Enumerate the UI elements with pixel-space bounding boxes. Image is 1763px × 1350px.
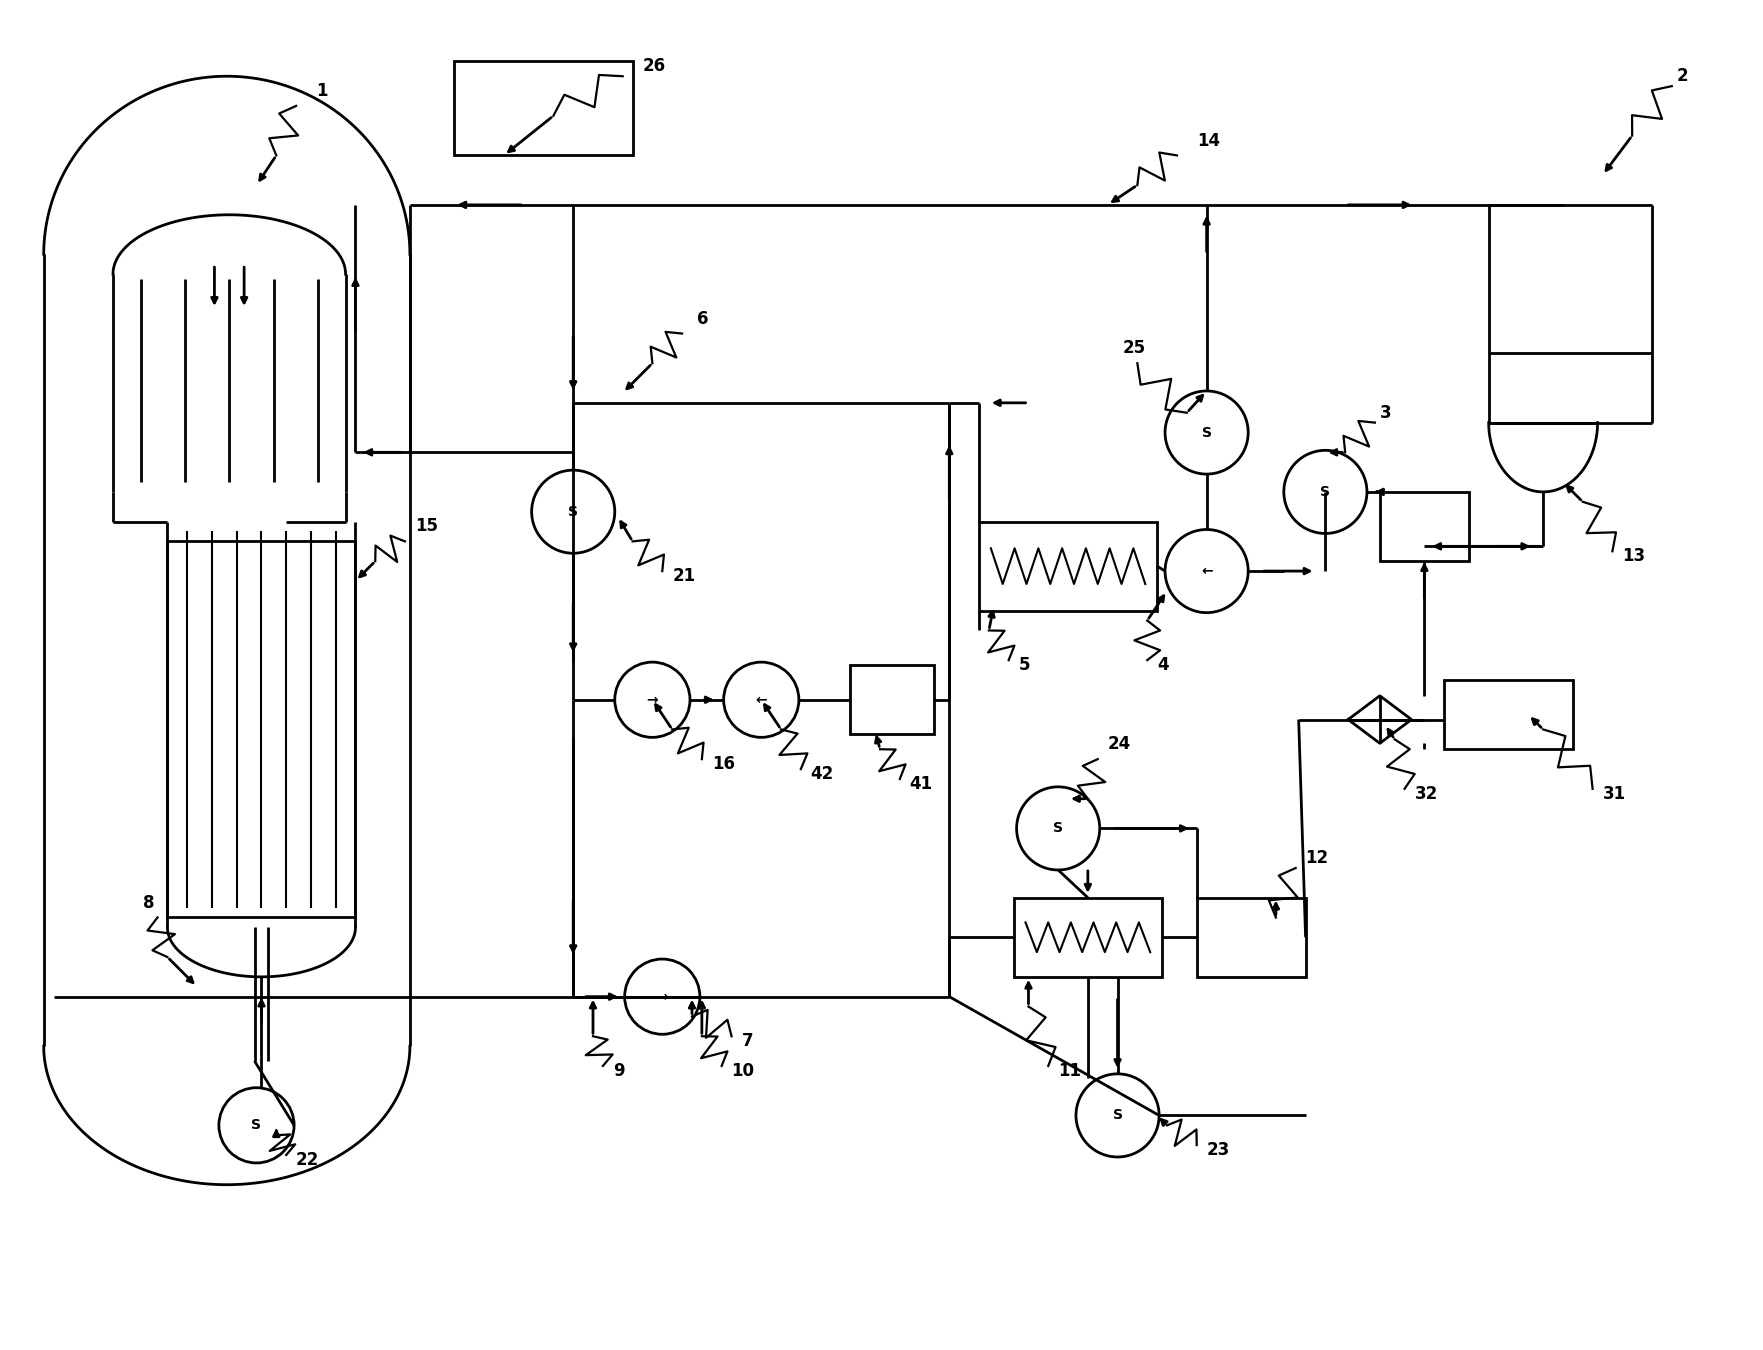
Text: 26: 26 — [642, 57, 666, 76]
Text: →: → — [647, 693, 658, 707]
Text: 8: 8 — [143, 894, 153, 911]
Text: 21: 21 — [672, 567, 695, 585]
Text: 5: 5 — [1019, 656, 1030, 674]
Text: 15: 15 — [414, 517, 437, 536]
Text: 32: 32 — [1414, 784, 1437, 803]
Text: 6: 6 — [696, 309, 709, 328]
Bar — [978, 521, 1157, 610]
Text: 14: 14 — [1197, 131, 1220, 150]
Bar — [1380, 491, 1469, 562]
Text: S: S — [1112, 1108, 1123, 1122]
Text: ←: ← — [755, 693, 767, 707]
Text: S: S — [1320, 485, 1331, 500]
Text: S: S — [1053, 821, 1063, 836]
Bar — [455, 61, 633, 155]
Text: 41: 41 — [910, 775, 933, 792]
Bar — [850, 666, 934, 734]
Text: S: S — [252, 1118, 261, 1133]
Text: →: → — [656, 990, 668, 1003]
Text: 16: 16 — [712, 755, 735, 774]
Text: 9: 9 — [614, 1062, 624, 1080]
Text: 42: 42 — [811, 765, 834, 783]
Text: ←: ← — [1201, 564, 1213, 578]
Text: 1: 1 — [316, 82, 328, 100]
Bar — [1444, 680, 1573, 749]
Text: 13: 13 — [1622, 547, 1645, 566]
Text: 10: 10 — [732, 1062, 755, 1080]
Text: 11: 11 — [1058, 1062, 1081, 1080]
Text: 7: 7 — [742, 1033, 753, 1050]
Text: 2: 2 — [1677, 68, 1689, 85]
Text: 12: 12 — [1306, 849, 1329, 867]
Text: 22: 22 — [296, 1152, 319, 1169]
Text: 24: 24 — [1107, 736, 1130, 753]
Text: 31: 31 — [1603, 784, 1625, 803]
Bar — [167, 541, 356, 918]
Text: 25: 25 — [1123, 339, 1146, 358]
Text: S: S — [1202, 425, 1211, 440]
Text: 23: 23 — [1206, 1141, 1231, 1160]
Bar — [1197, 898, 1306, 977]
Bar — [1014, 898, 1162, 977]
Text: 4: 4 — [1157, 656, 1169, 674]
Text: S: S — [568, 505, 578, 518]
Text: 3: 3 — [1380, 404, 1391, 421]
